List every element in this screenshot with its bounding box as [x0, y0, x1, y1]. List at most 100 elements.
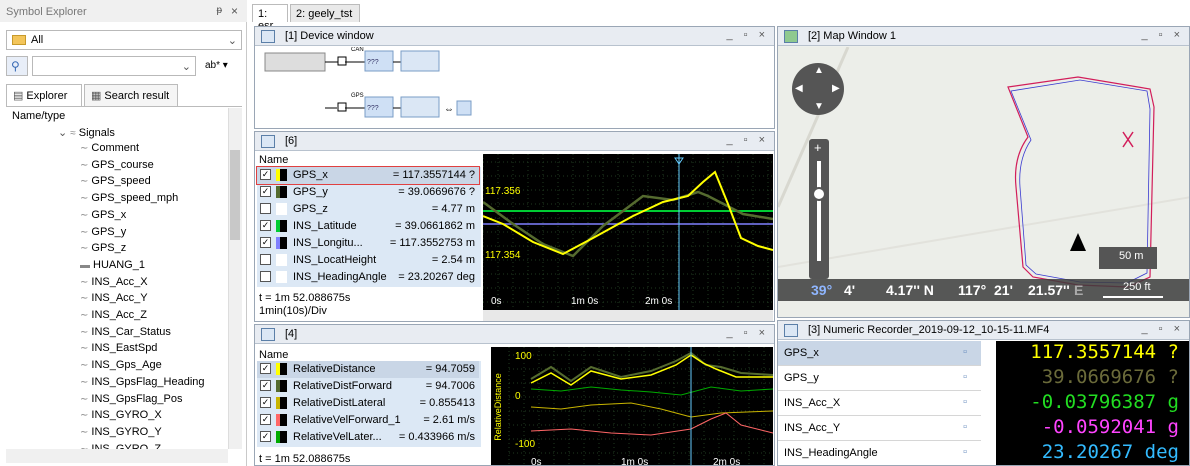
- plot4-graph[interactable]: RelativeDistance 100 0 -100 0s 1m 0s 2m 0s: [491, 347, 774, 466]
- signal-color-swatch: [276, 380, 287, 392]
- tree-item[interactable]: ∼ INS_GYRO_Y: [80, 426, 162, 442]
- tree-item-label: GPS_course: [91, 158, 154, 171]
- tree-item[interactable]: ∼ GPS_x: [80, 209, 126, 225]
- signal-checkbox[interactable]: ✓: [260, 363, 271, 374]
- tree-scroll-thumb[interactable]: [230, 150, 240, 240]
- tree-item[interactable]: ∼ INS_GpsFlag_Pos: [80, 393, 183, 409]
- tree-item[interactable]: ∼ INS_Acc_X: [80, 276, 148, 292]
- numeric-row[interactable]: GPS_x ▫: [778, 341, 981, 366]
- signal-wave-icon: ∼: [80, 293, 89, 305]
- map-pan-control[interactable]: ▲ ▼ ◀ ▶: [792, 63, 844, 115]
- window-buttons[interactable]: _ ▫ ×: [1141, 323, 1184, 335]
- search-options-button[interactable]: ab* ▾: [205, 60, 228, 71]
- plot4-chart[interactable]: RelativeDistance 100 0 -100 0s 1m 0s 2m 0s: [491, 347, 774, 466]
- zoom-thumb[interactable]: [812, 187, 826, 201]
- pan-left-icon[interactable]: ◀: [795, 83, 803, 94]
- signal-value: = 117.3557144 ?: [392, 169, 475, 181]
- tree-item[interactable]: ∼ INS_Gps_Age: [80, 359, 162, 375]
- numeric-row[interactable]: INS_Acc_Y ▫: [778, 416, 981, 441]
- signal-checkbox[interactable]: [260, 254, 271, 265]
- close-icon[interactable]: ×: [230, 4, 238, 18]
- signal-checkbox[interactable]: ✓: [260, 169, 271, 180]
- plot6-chart[interactable]: 117.356 117.354 0s 1m 0s 2m 0s: [482, 154, 774, 310]
- tree-item[interactable]: ∼ INS_Car_Status: [80, 326, 171, 342]
- window-buttons[interactable]: _ ▫ ×: [726, 134, 769, 146]
- signal-checkbox[interactable]: ✓: [260, 220, 271, 231]
- map-zoom-slider[interactable]: +: [809, 139, 829, 279]
- device-block-can-out: [400, 50, 440, 72]
- plot6-hscroll[interactable]: [483, 310, 773, 321]
- tree-item[interactable]: ∼ INS_GpsFlag_Heading: [80, 376, 205, 392]
- signal-row[interactable]: ✓ RelativeVelLater... = 0.433966 m/s: [257, 429, 479, 446]
- search-input[interactable]: ⌄: [32, 56, 196, 76]
- tree-horizontal-scrollbar[interactable]: [6, 449, 228, 463]
- zoom-in-icon[interactable]: +: [814, 140, 822, 155]
- device-window: [1] Device window _ ▫ × ??? CAN ??? GPS ⇔: [254, 26, 775, 129]
- tree-item[interactable]: ∼ GPS_z: [80, 242, 126, 258]
- signal-checkbox[interactable]: [260, 203, 271, 214]
- tree-item[interactable]: ∼ Comment: [80, 142, 139, 158]
- signal-checkbox[interactable]: ✓: [260, 380, 271, 391]
- window-buttons[interactable]: _ ▫ ×: [726, 327, 769, 339]
- tree-item[interactable]: ∼ INS_Acc_Y: [80, 292, 148, 308]
- signal-row[interactable]: ✓ INS_Latitude = 39.0661862 m: [257, 218, 479, 235]
- tree-item[interactable]: ∼ INS_EastSpd: [80, 342, 157, 358]
- tree-item[interactable]: ∼ GPS_speed_mph: [80, 192, 178, 208]
- rel-vel-lateral-line: [530, 386, 774, 396]
- signal-row[interactable]: INS_LocatHeight = 2.54 m: [257, 252, 479, 269]
- tree-item[interactable]: ∼ INS_GYRO_X: [80, 409, 162, 425]
- pan-right-icon[interactable]: ▶: [832, 83, 840, 94]
- signal-row[interactable]: ✓ RelativeDistance = 94.7059: [257, 361, 479, 378]
- tab-geely-tst[interactable]: 2: geely_tst: [290, 4, 360, 22]
- y-tick-label: -100: [515, 439, 535, 450]
- signal-row[interactable]: ✓ INS_Longitu... = 117.3552753 m: [257, 235, 479, 252]
- map-canvas[interactable]: [778, 47, 1190, 318]
- signal-row[interactable]: ✓ RelativeDistForward = 94.7006: [257, 378, 479, 395]
- signal-row[interactable]: GPS_z = 4.77 m: [257, 201, 479, 218]
- signal-checkbox[interactable]: ✓: [260, 431, 271, 442]
- filter-dropdown[interactable]: All ⌄: [6, 30, 242, 50]
- signal-checkbox[interactable]: ✓: [260, 397, 271, 408]
- window-buttons[interactable]: _ ▫ ×: [1141, 29, 1184, 41]
- pin-icon[interactable]: ᵽ: [216, 5, 222, 16]
- tab-esr[interactable]: 1: esr: [252, 4, 288, 32]
- tab-explorer[interactable]: ▤ Explorer: [6, 84, 82, 106]
- signal-wave-icon: ∼: [80, 310, 89, 321]
- y-tick-label: 100: [515, 351, 532, 362]
- numeric-title: [3] Numeric Recorder_2019-09-12_10-15-11…: [808, 324, 1050, 336]
- pan-up-icon[interactable]: ▲: [814, 65, 824, 76]
- numeric-value: 117.3557144 ?: [1030, 341, 1179, 363]
- plot4-name-header: Name: [259, 349, 289, 361]
- pan-down-icon[interactable]: ▼: [814, 101, 824, 112]
- signal-row[interactable]: ✓ GPS_y = 39.0669676 ?: [257, 184, 479, 201]
- signal-row[interactable]: ✓ GPS_x = 117.3557144 ?: [256, 166, 480, 185]
- numeric-row[interactable]: GPS_y ▫: [778, 366, 981, 391]
- tree-item-label: Comment: [91, 142, 140, 154]
- tree-item[interactable]: ∼ GPS_course: [80, 159, 154, 175]
- tree-item[interactable]: ∼ GPS_y: [80, 226, 126, 242]
- scale-m-label: 50 m: [1119, 250, 1144, 262]
- signal-checkbox[interactable]: [260, 271, 271, 282]
- tree-item[interactable]: ∼INS_GYRO_Z: [80, 443, 161, 449]
- tree-item[interactable]: ∼ GPS_speed: [80, 175, 151, 191]
- signal-wave-icon: ∼: [80, 360, 89, 372]
- numeric-row[interactable]: INS_Acc_X ▫: [778, 391, 981, 416]
- signal-checkbox[interactable]: ✓: [260, 237, 271, 248]
- tree-item[interactable]: ∼ INS_Acc_Z: [80, 309, 147, 325]
- window-buttons[interactable]: _ ▫ ×: [726, 29, 769, 41]
- signal-checkbox[interactable]: ✓: [260, 414, 271, 425]
- plot6-graph[interactable]: 117.356 117.354 0s 1m 0s 2m 0s: [482, 154, 774, 310]
- search-button[interactable]: ⚲: [6, 56, 28, 76]
- signal-checkbox[interactable]: ✓: [260, 186, 271, 197]
- signal-color-swatch: [276, 186, 287, 198]
- tree-root-signals[interactable]: ⌄ ≈ Signals: [58, 127, 115, 139]
- tab-search-result[interactable]: ▦ Search result: [84, 84, 178, 106]
- y-tick-label: 0: [515, 391, 521, 402]
- numeric-row[interactable]: INS_HeadingAngle ▫: [778, 441, 981, 465]
- plot-icon: [261, 135, 275, 148]
- tree-item[interactable]: ▬ HUANG_1: [80, 259, 145, 275]
- signal-row[interactable]: INS_HeadingAngle = 23.20267 deg: [257, 269, 479, 286]
- signal-row[interactable]: ✓ RelativeDistLateral = 0.855413: [257, 395, 479, 412]
- signal-row[interactable]: ✓ RelativeVelForward_1 = 2.61 m/s: [257, 412, 479, 429]
- search-option-label: ab*: [205, 60, 221, 71]
